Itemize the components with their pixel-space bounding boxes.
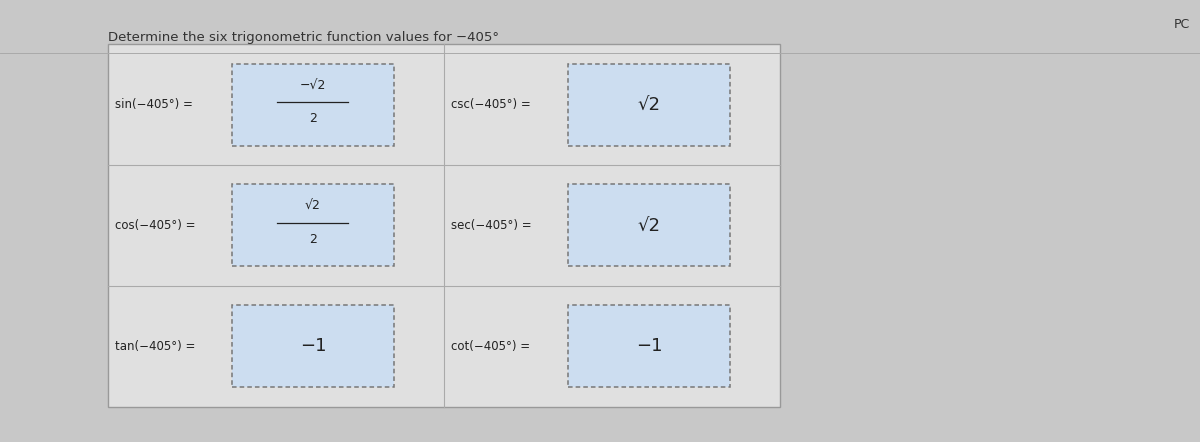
- FancyBboxPatch shape: [233, 305, 394, 387]
- FancyBboxPatch shape: [233, 184, 394, 267]
- FancyBboxPatch shape: [233, 64, 394, 146]
- Text: −1: −1: [300, 337, 326, 355]
- FancyBboxPatch shape: [569, 184, 730, 267]
- Text: 2: 2: [310, 233, 317, 246]
- Text: sin(−405°) =: sin(−405°) =: [115, 98, 192, 111]
- Text: √2: √2: [637, 217, 660, 234]
- Text: tan(−405°) =: tan(−405°) =: [115, 340, 196, 353]
- FancyBboxPatch shape: [569, 305, 730, 387]
- Text: Determine the six trigonometric function values for −405°: Determine the six trigonometric function…: [108, 31, 499, 44]
- FancyBboxPatch shape: [569, 64, 730, 146]
- Text: √2: √2: [637, 95, 660, 114]
- Text: √2: √2: [305, 199, 320, 212]
- Bar: [108, 44, 780, 407]
- Text: cot(−405°) =: cot(−405°) =: [451, 340, 530, 353]
- Text: cos(−405°) =: cos(−405°) =: [115, 219, 196, 232]
- Text: 2: 2: [310, 112, 317, 125]
- Text: csc(−405°) =: csc(−405°) =: [451, 98, 530, 111]
- Text: −1: −1: [636, 337, 662, 355]
- Text: PC: PC: [1174, 18, 1190, 30]
- Text: sec(−405°) =: sec(−405°) =: [451, 219, 532, 232]
- Text: −√2: −√2: [300, 78, 326, 91]
